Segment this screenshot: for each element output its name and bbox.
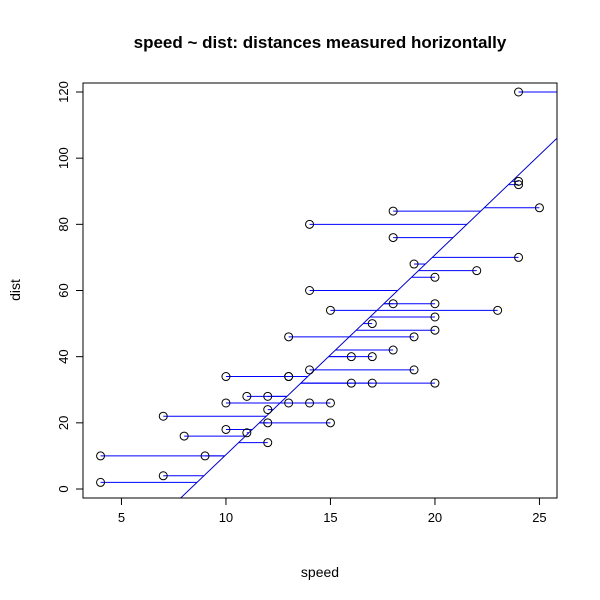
segments-layer (100, 91, 557, 483)
data-point (325, 398, 335, 408)
data-point (158, 411, 168, 421)
x-axis-label: speed (301, 564, 339, 580)
data-point (472, 266, 482, 276)
data-point (514, 252, 524, 262)
data-point (158, 471, 168, 481)
data-point (367, 319, 377, 329)
data-point (221, 398, 231, 408)
points-layer (96, 87, 544, 487)
y-axis-label: dist (7, 279, 23, 301)
y-tick-label: 120 (56, 81, 71, 103)
x-tick-label: 25 (532, 510, 546, 525)
fit-layer (180, 137, 557, 498)
data-point (263, 438, 273, 448)
x-tick-label: 20 (428, 510, 442, 525)
y-tick-label: 100 (56, 147, 71, 169)
data-point (305, 365, 315, 375)
data-point (367, 378, 377, 388)
data-point (430, 312, 440, 322)
x-axis: 5 10 15 20 25 (118, 497, 547, 525)
data-point (263, 418, 273, 428)
data-point (346, 378, 356, 388)
data-point (514, 176, 524, 186)
data-point (242, 428, 252, 438)
data-point (305, 398, 315, 408)
data-point (263, 391, 273, 401)
data-point (263, 405, 273, 415)
data-point (388, 345, 398, 355)
fit-line (180, 137, 557, 498)
data-point (409, 365, 419, 375)
data-point (514, 180, 524, 190)
x-tick-label: 5 (118, 510, 125, 525)
y-tick-label: 80 (56, 217, 71, 231)
data-point (430, 299, 440, 309)
data-point (388, 206, 398, 216)
data-point (346, 352, 356, 362)
data-point (325, 305, 335, 315)
data-point (493, 305, 503, 315)
data-point (305, 286, 315, 295)
data-point (430, 272, 440, 282)
y-tick-label: 20 (56, 416, 71, 430)
data-point (388, 299, 398, 309)
y-axis: 0 20 40 60 80 100 120 (56, 81, 84, 493)
data-point (96, 451, 106, 461)
data-point (200, 451, 210, 461)
x-tick-label: 10 (219, 510, 233, 525)
data-point (284, 372, 294, 382)
data-point (430, 378, 440, 388)
data-point (430, 325, 440, 335)
y-tick-label: 60 (56, 283, 71, 297)
data-point (284, 332, 294, 342)
data-point (534, 203, 544, 213)
data-point (325, 418, 335, 428)
data-point (242, 391, 252, 401)
data-point (221, 372, 231, 382)
y-tick-label: 40 (56, 349, 71, 363)
data-point (514, 87, 524, 97)
data-point (221, 424, 231, 434)
data-point (367, 352, 377, 362)
x-tick-label: 15 (323, 510, 337, 525)
chart-title: speed ~ dist: distances measured horizon… (134, 33, 507, 52)
data-point (179, 431, 189, 441)
data-point (409, 259, 419, 269)
data-point (305, 219, 315, 229)
data-point (284, 398, 294, 408)
data-point (96, 477, 106, 487)
data-point (388, 233, 398, 243)
data-point (409, 332, 419, 342)
y-tick-label: 0 (56, 485, 71, 492)
